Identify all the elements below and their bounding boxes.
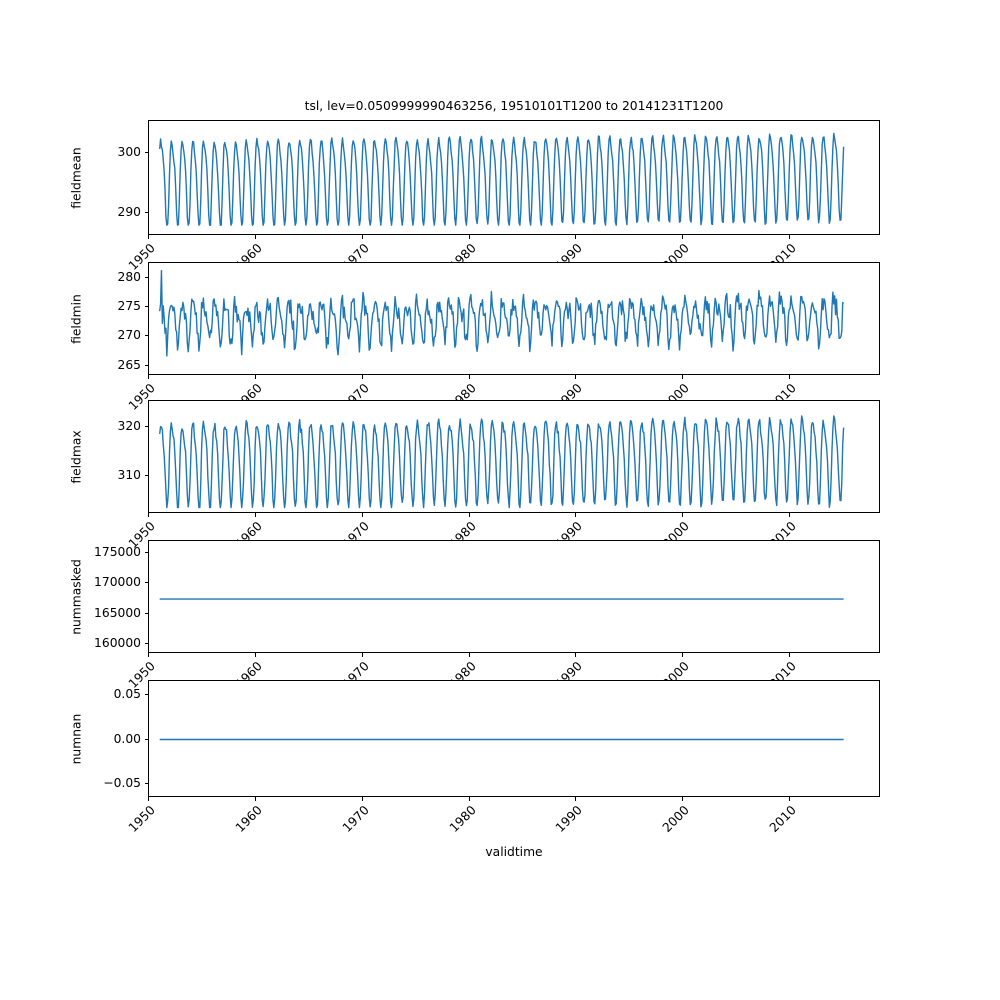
x-tick-mark bbox=[468, 375, 470, 379]
x-tick-label: 2010 bbox=[767, 803, 800, 836]
x-tick-mark bbox=[789, 513, 791, 517]
x-tick-mark bbox=[789, 653, 791, 657]
x-tick-mark bbox=[468, 653, 470, 657]
y-tick-mark bbox=[144, 582, 148, 584]
y-axis-label-numnan: numnan bbox=[69, 713, 83, 764]
y-tick-mark bbox=[144, 782, 148, 784]
subplot-numnan bbox=[148, 680, 880, 797]
x-tick-label: 2000 bbox=[660, 803, 693, 836]
x-tick-mark bbox=[361, 653, 363, 657]
x-tick-mark bbox=[575, 235, 577, 239]
y-tick-mark bbox=[144, 306, 148, 308]
x-tick-mark bbox=[254, 513, 256, 517]
data-line-numnan bbox=[159, 738, 844, 741]
y-tick-label: 270 bbox=[117, 328, 141, 343]
data-line-fieldmax bbox=[158, 415, 845, 509]
x-tick-mark bbox=[148, 797, 149, 801]
x-tick-mark bbox=[468, 513, 470, 517]
x-tick-mark bbox=[361, 513, 363, 517]
y-tick-mark bbox=[144, 364, 148, 366]
x-tick-mark bbox=[254, 653, 256, 657]
y-tick-mark bbox=[144, 475, 148, 476]
x-tick-mark bbox=[682, 797, 684, 801]
data-line-fieldmean bbox=[158, 132, 845, 226]
y-tick-label: 170000 bbox=[94, 575, 141, 590]
x-tick-mark bbox=[682, 653, 684, 657]
y-tick-mark bbox=[144, 551, 148, 553]
x-tick-mark bbox=[148, 653, 149, 657]
y-tick-label: −0.05 bbox=[103, 775, 141, 790]
y-tick-label: 310 bbox=[117, 468, 141, 482]
x-tick-mark bbox=[575, 375, 577, 379]
y-tick-label: 300 bbox=[117, 144, 141, 159]
figure-title: tsl, lev=0.0509999990463256, 19510101T12… bbox=[304, 99, 724, 113]
y-tick-label: 0.00 bbox=[113, 731, 141, 746]
x-tick-mark bbox=[575, 513, 577, 517]
x-tick-mark bbox=[361, 375, 363, 379]
subplot-fieldmax bbox=[148, 400, 880, 513]
x-tick-mark bbox=[575, 653, 577, 657]
x-tick-mark bbox=[682, 235, 684, 239]
y-tick-label: 280 bbox=[117, 270, 141, 285]
y-tick-label: 290 bbox=[117, 205, 141, 220]
x-tick-mark bbox=[254, 797, 256, 801]
y-tick-label: 175000 bbox=[94, 544, 141, 559]
x-tick-mark bbox=[575, 797, 577, 801]
y-tick-mark bbox=[144, 425, 148, 427]
y-tick-label: 320 bbox=[117, 418, 141, 433]
x-tick-mark bbox=[682, 375, 684, 379]
subplot-fieldmin bbox=[148, 262, 880, 375]
x-tick-label: 1950 bbox=[125, 803, 158, 836]
y-tick-mark bbox=[144, 694, 148, 696]
x-tick-mark bbox=[361, 797, 363, 801]
x-tick-mark bbox=[789, 797, 791, 801]
subplot-fieldmean bbox=[148, 120, 880, 235]
x-tick-mark bbox=[361, 235, 363, 239]
subplot-nummasked bbox=[148, 540, 880, 653]
x-tick-mark bbox=[789, 375, 791, 379]
y-tick-mark bbox=[144, 212, 148, 214]
x-tick-mark bbox=[682, 513, 684, 517]
x-axis-label: validtime bbox=[485, 845, 543, 859]
x-tick-mark bbox=[148, 375, 149, 379]
y-tick-mark bbox=[144, 335, 148, 337]
y-tick-mark bbox=[144, 612, 148, 614]
data-line-fieldmin bbox=[158, 269, 845, 357]
y-tick-mark bbox=[144, 643, 148, 645]
y-tick-label: 265 bbox=[117, 357, 141, 372]
x-tick-label: 1960 bbox=[232, 803, 265, 836]
y-tick-label: 160000 bbox=[94, 636, 141, 651]
y-tick-label: 275 bbox=[117, 299, 141, 314]
y-tick-label: 0.05 bbox=[113, 687, 141, 702]
x-tick-mark bbox=[254, 235, 256, 239]
x-tick-mark bbox=[468, 235, 470, 239]
data-line-nummasked bbox=[159, 598, 844, 600]
y-tick-label: 165000 bbox=[94, 605, 141, 620]
y-tick-mark bbox=[144, 738, 148, 740]
x-tick-label: 1970 bbox=[339, 803, 372, 836]
x-tick-mark bbox=[148, 513, 149, 517]
y-tick-mark bbox=[144, 277, 148, 279]
x-tick-mark bbox=[468, 797, 470, 801]
y-tick-mark bbox=[144, 151, 148, 153]
x-tick-mark bbox=[148, 235, 149, 239]
x-tick-mark bbox=[254, 375, 256, 379]
x-tick-label: 1990 bbox=[553, 803, 586, 836]
x-tick-mark bbox=[789, 235, 791, 239]
x-tick-label: 1980 bbox=[446, 803, 479, 836]
